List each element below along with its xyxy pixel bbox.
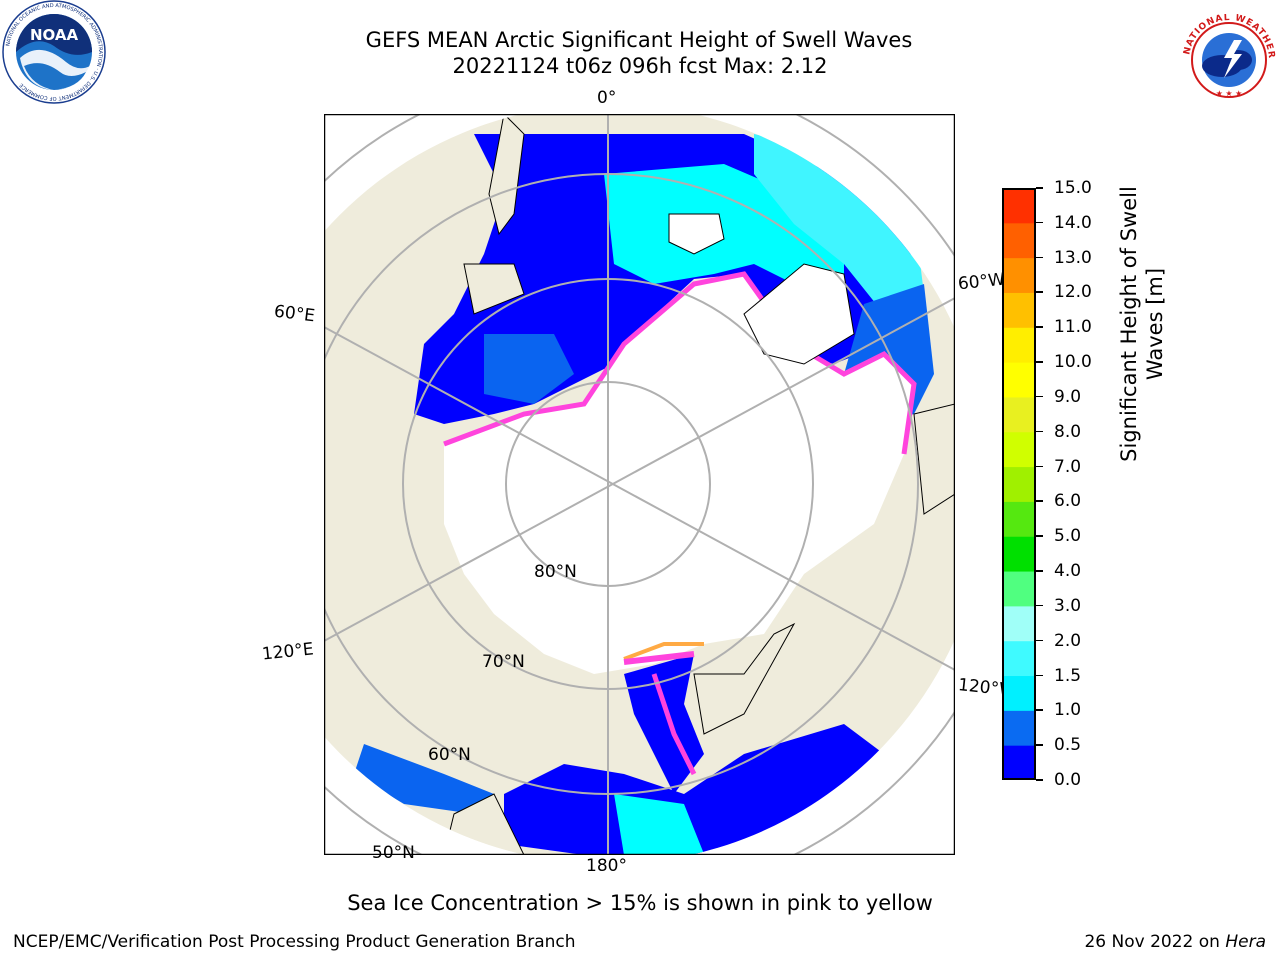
colorbar-tick-mark bbox=[1036, 430, 1043, 433]
colorbar-tick-label: 3.0 bbox=[1054, 595, 1082, 616]
colorbar-segment bbox=[1002, 571, 1036, 607]
colorbar-tick-label: 8.0 bbox=[1054, 421, 1082, 442]
polar-map bbox=[324, 114, 955, 855]
nws-logo: NATIONAL WEATHER SERVICE ★ ★ ★ bbox=[1178, 14, 1275, 98]
graticule bbox=[324, 114, 955, 855]
lon-label-0: 0° bbox=[597, 88, 617, 108]
colorbar-tick-label: 9.0 bbox=[1054, 386, 1082, 407]
footer-host: Hera bbox=[1225, 932, 1266, 952]
colorbar-tick-label: 4.0 bbox=[1054, 561, 1082, 582]
colorbar-tick-mark bbox=[1036, 744, 1043, 746]
colorbar-tick-label: 7.0 bbox=[1054, 456, 1082, 477]
lon-label-60w: 60°W bbox=[957, 269, 1006, 295]
footer-date-text: 26 Nov 2022 on bbox=[1084, 932, 1226, 952]
colorbar-tick-mark bbox=[1036, 500, 1043, 502]
meridian-60e-120w bbox=[324, 326, 955, 671]
swell-region-bering-high bbox=[614, 794, 704, 855]
colorbar-tick-mark bbox=[1036, 570, 1043, 572]
colorbar-tick-label: 0.0 bbox=[1054, 770, 1082, 790]
ice-edge-line bbox=[651, 673, 697, 776]
colorbar-tick-label: 10.0 bbox=[1054, 352, 1092, 373]
colorbar-tick-label: 1.5 bbox=[1054, 665, 1082, 686]
lat-label-60: 60°N bbox=[428, 745, 471, 765]
colorbar-tick-mark bbox=[1036, 779, 1043, 781]
svg-text:★ ★ ★: ★ ★ ★ bbox=[1216, 89, 1243, 98]
colorbar-tick-mark bbox=[1036, 535, 1043, 537]
colorbar-label-line1: Significant Height of Swell bbox=[1117, 186, 1141, 462]
colorbar-segment bbox=[1002, 745, 1036, 780]
colorbar-tick-mark bbox=[1036, 256, 1043, 259]
greenland bbox=[743, 263, 855, 365]
colorbar-segment bbox=[1002, 431, 1036, 468]
colorbar-tick-label: 12.0 bbox=[1054, 282, 1092, 303]
colorbar-segment bbox=[1002, 710, 1036, 746]
ice-edge-line bbox=[792, 341, 917, 455]
colorbar-segment bbox=[1002, 396, 1036, 433]
colorbar-tick-mark bbox=[1036, 395, 1043, 398]
colorbar-segment bbox=[1002, 222, 1036, 259]
colorbar-segment bbox=[1002, 292, 1036, 328]
colorbar-tick-mark bbox=[1036, 465, 1043, 468]
colorbar-tick-mark bbox=[1036, 674, 1043, 677]
novaya-zemlya bbox=[463, 263, 525, 315]
swell-region-okhotsk bbox=[354, 744, 494, 814]
colorbar-tick-label: 15.0 bbox=[1054, 178, 1092, 198]
footer-credit: NCEP/EMC/Verification Post Processing Pr… bbox=[13, 932, 576, 952]
colorbar bbox=[1002, 188, 1036, 780]
swell-region-greenland-sea bbox=[754, 134, 924, 314]
colorbar-label: Significant Height of Swell Waves [m] bbox=[1116, 164, 1168, 484]
iceland bbox=[668, 213, 725, 255]
colorbar-tick-mark bbox=[1036, 221, 1043, 224]
colorbar-tick-mark bbox=[1036, 326, 1043, 328]
lon-label-180: 180° bbox=[586, 856, 627, 876]
colorbar-border bbox=[1002, 188, 1036, 780]
colorbar-tick-mark bbox=[1036, 361, 1043, 363]
lat-label-70: 70°N bbox=[482, 652, 525, 672]
sea-ice-note: Sea Ice Concentration > 15% is shown in … bbox=[347, 891, 933, 915]
colorbar-tick-label: 6.0 bbox=[1054, 491, 1082, 512]
forecast-subtitle: 20221124 t06z 096h fcst Max: 2.12 bbox=[452, 54, 828, 78]
map-frame bbox=[324, 114, 955, 855]
colorbar-segment bbox=[1002, 257, 1036, 293]
ice-edge-line bbox=[443, 271, 797, 447]
map-title: GEFS MEAN Arctic Significant Height of S… bbox=[365, 28, 913, 52]
colorbar-tick-mark bbox=[1036, 187, 1043, 189]
colorbar-tick-label: 0.5 bbox=[1054, 735, 1082, 756]
noaa-logo-text: NOAA bbox=[30, 26, 79, 44]
colorbar-segment bbox=[1002, 188, 1036, 224]
lat-label-80: 80°N bbox=[534, 562, 577, 582]
colorbar-tick-label: 2.0 bbox=[1054, 630, 1082, 651]
colorbar-tick-label: 1.0 bbox=[1054, 700, 1082, 721]
colorbar-segment bbox=[1002, 501, 1036, 537]
colorbar-tick-label: 11.0 bbox=[1054, 317, 1092, 338]
colorbar-tick-label: 13.0 bbox=[1054, 247, 1092, 268]
colorbar-tick-label: 5.0 bbox=[1054, 526, 1082, 547]
colorbar-segment bbox=[1002, 327, 1036, 363]
colorbar-segment bbox=[1002, 466, 1036, 502]
off-disk-area bbox=[324, 114, 955, 855]
swell-region-barents bbox=[484, 334, 574, 404]
canada-coast bbox=[913, 403, 955, 515]
noaa-logo: NOAA NATIONAL OCEANIC AND ATMOSPHERIC AD… bbox=[2, 0, 106, 104]
alaska-coast bbox=[693, 622, 796, 735]
meridian-120e-60w bbox=[324, 297, 955, 642]
colorbar-segment bbox=[1002, 605, 1036, 642]
colorbar-segment bbox=[1002, 536, 1036, 572]
colorbar-tick-mark bbox=[1036, 709, 1043, 711]
ice-edge-line bbox=[623, 651, 695, 665]
lon-label-120e: 120°E bbox=[261, 639, 315, 665]
ice-edge-line bbox=[623, 642, 704, 661]
scandinavia-coast bbox=[488, 114, 525, 236]
colorbar-tick-mark bbox=[1036, 639, 1043, 642]
colorbar-tick-label: 14.0 bbox=[1054, 212, 1092, 233]
lat-label-50: 50°N bbox=[372, 843, 415, 863]
colorbar-segment bbox=[1002, 640, 1036, 677]
colorbar-tick-mark bbox=[1036, 604, 1043, 607]
colorbar-label-line2: Waves [m] bbox=[1143, 267, 1167, 381]
colorbar-segment bbox=[1002, 362, 1036, 398]
colorbar-tick-mark bbox=[1036, 291, 1043, 293]
footer-date: 26 Nov 2022 on Hera bbox=[1084, 932, 1266, 952]
lon-label-60e: 60°E bbox=[272, 301, 316, 327]
colorbar-segment bbox=[1002, 675, 1036, 711]
